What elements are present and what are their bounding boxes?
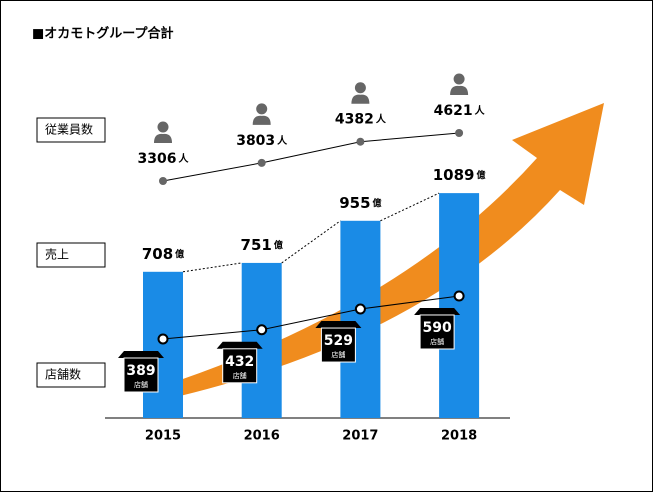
- store-unit: 店舗: [233, 371, 247, 380]
- store-count: 432: [225, 354, 254, 370]
- value-label: 708 億: [142, 244, 184, 262]
- store-box: [222, 348, 258, 384]
- person-body: [351, 94, 370, 104]
- x-tick-label: 2015: [145, 429, 181, 444]
- value-label: 751 億: [241, 235, 283, 253]
- bar-connector: [281, 220, 341, 264]
- store-roof: [414, 307, 461, 315]
- row-label-box: [36, 242, 106, 268]
- value-label: 1089 億: [433, 166, 486, 184]
- store-box: [419, 314, 455, 350]
- value-number: 708: [142, 244, 173, 262]
- employee-point: [159, 177, 167, 185]
- value-number: 1089: [433, 166, 475, 184]
- person-head: [256, 103, 268, 115]
- person-head: [157, 121, 169, 133]
- store-point: [157, 333, 169, 345]
- employee-point: [257, 158, 266, 167]
- value-unit: 億: [175, 247, 184, 259]
- bar: [143, 271, 183, 418]
- value-label: 955 億: [339, 193, 381, 211]
- store-count: 590: [422, 320, 451, 336]
- value-unit: 億: [476, 169, 485, 181]
- bar-connector: [182, 262, 242, 273]
- value-unit: 人: [178, 152, 189, 165]
- person-body: [450, 85, 469, 96]
- row-label-box: [36, 362, 106, 388]
- bar: [340, 220, 381, 418]
- person-body: [154, 133, 172, 143]
- value-number: 4621: [434, 103, 473, 119]
- store-unit: 店舗: [331, 350, 345, 359]
- value-unit: 億: [373, 196, 382, 208]
- person-head: [354, 82, 366, 94]
- x-tick-label: 2016: [244, 429, 280, 444]
- store-count: 389: [126, 363, 155, 379]
- value-unit: 人: [475, 104, 486, 117]
- x-tick-label: 2018: [441, 429, 477, 444]
- row-label: 店舗数: [45, 367, 81, 382]
- store-point: [453, 290, 465, 302]
- value-number: 751: [241, 235, 272, 253]
- employee-point: [356, 137, 365, 146]
- value-label: 4621 人: [434, 103, 486, 119]
- store-box: [320, 327, 356, 363]
- store-unit: 店舗: [430, 337, 444, 346]
- row-label-box: [36, 117, 106, 143]
- store-point: [256, 324, 268, 336]
- store-roof: [315, 321, 362, 329]
- value-unit: 人: [277, 134, 288, 147]
- value-number: 3306: [138, 151, 177, 167]
- bar: [439, 193, 480, 418]
- store-line: [162, 295, 460, 340]
- employee-point: [455, 129, 464, 138]
- employee-line: [162, 132, 460, 182]
- person-head: [453, 73, 465, 85]
- row-label: 売上: [45, 247, 69, 262]
- x-tick-label: 2017: [342, 429, 378, 444]
- store-unit: 店舗: [134, 380, 148, 389]
- value-number: 4382: [335, 112, 374, 128]
- store-roof: [118, 351, 164, 358]
- bar-connector: [380, 192, 440, 222]
- value-label: 3306 人: [138, 151, 190, 167]
- value-unit: 億: [274, 238, 283, 250]
- store-count: 529: [324, 333, 353, 349]
- store-roof: [216, 341, 263, 349]
- bar: [241, 262, 282, 418]
- value-label: 3803 人: [236, 133, 288, 149]
- value-number: 3803: [236, 133, 275, 149]
- store-point: [354, 303, 366, 315]
- store-box: [123, 357, 159, 393]
- value-label: 4382 人: [335, 112, 387, 128]
- person-body: [252, 115, 271, 125]
- chart-title: ■オカモトグループ合計: [32, 26, 174, 42]
- value-number: 955: [339, 193, 370, 211]
- row-label: 従業員数: [45, 122, 93, 137]
- value-unit: 人: [376, 113, 387, 126]
